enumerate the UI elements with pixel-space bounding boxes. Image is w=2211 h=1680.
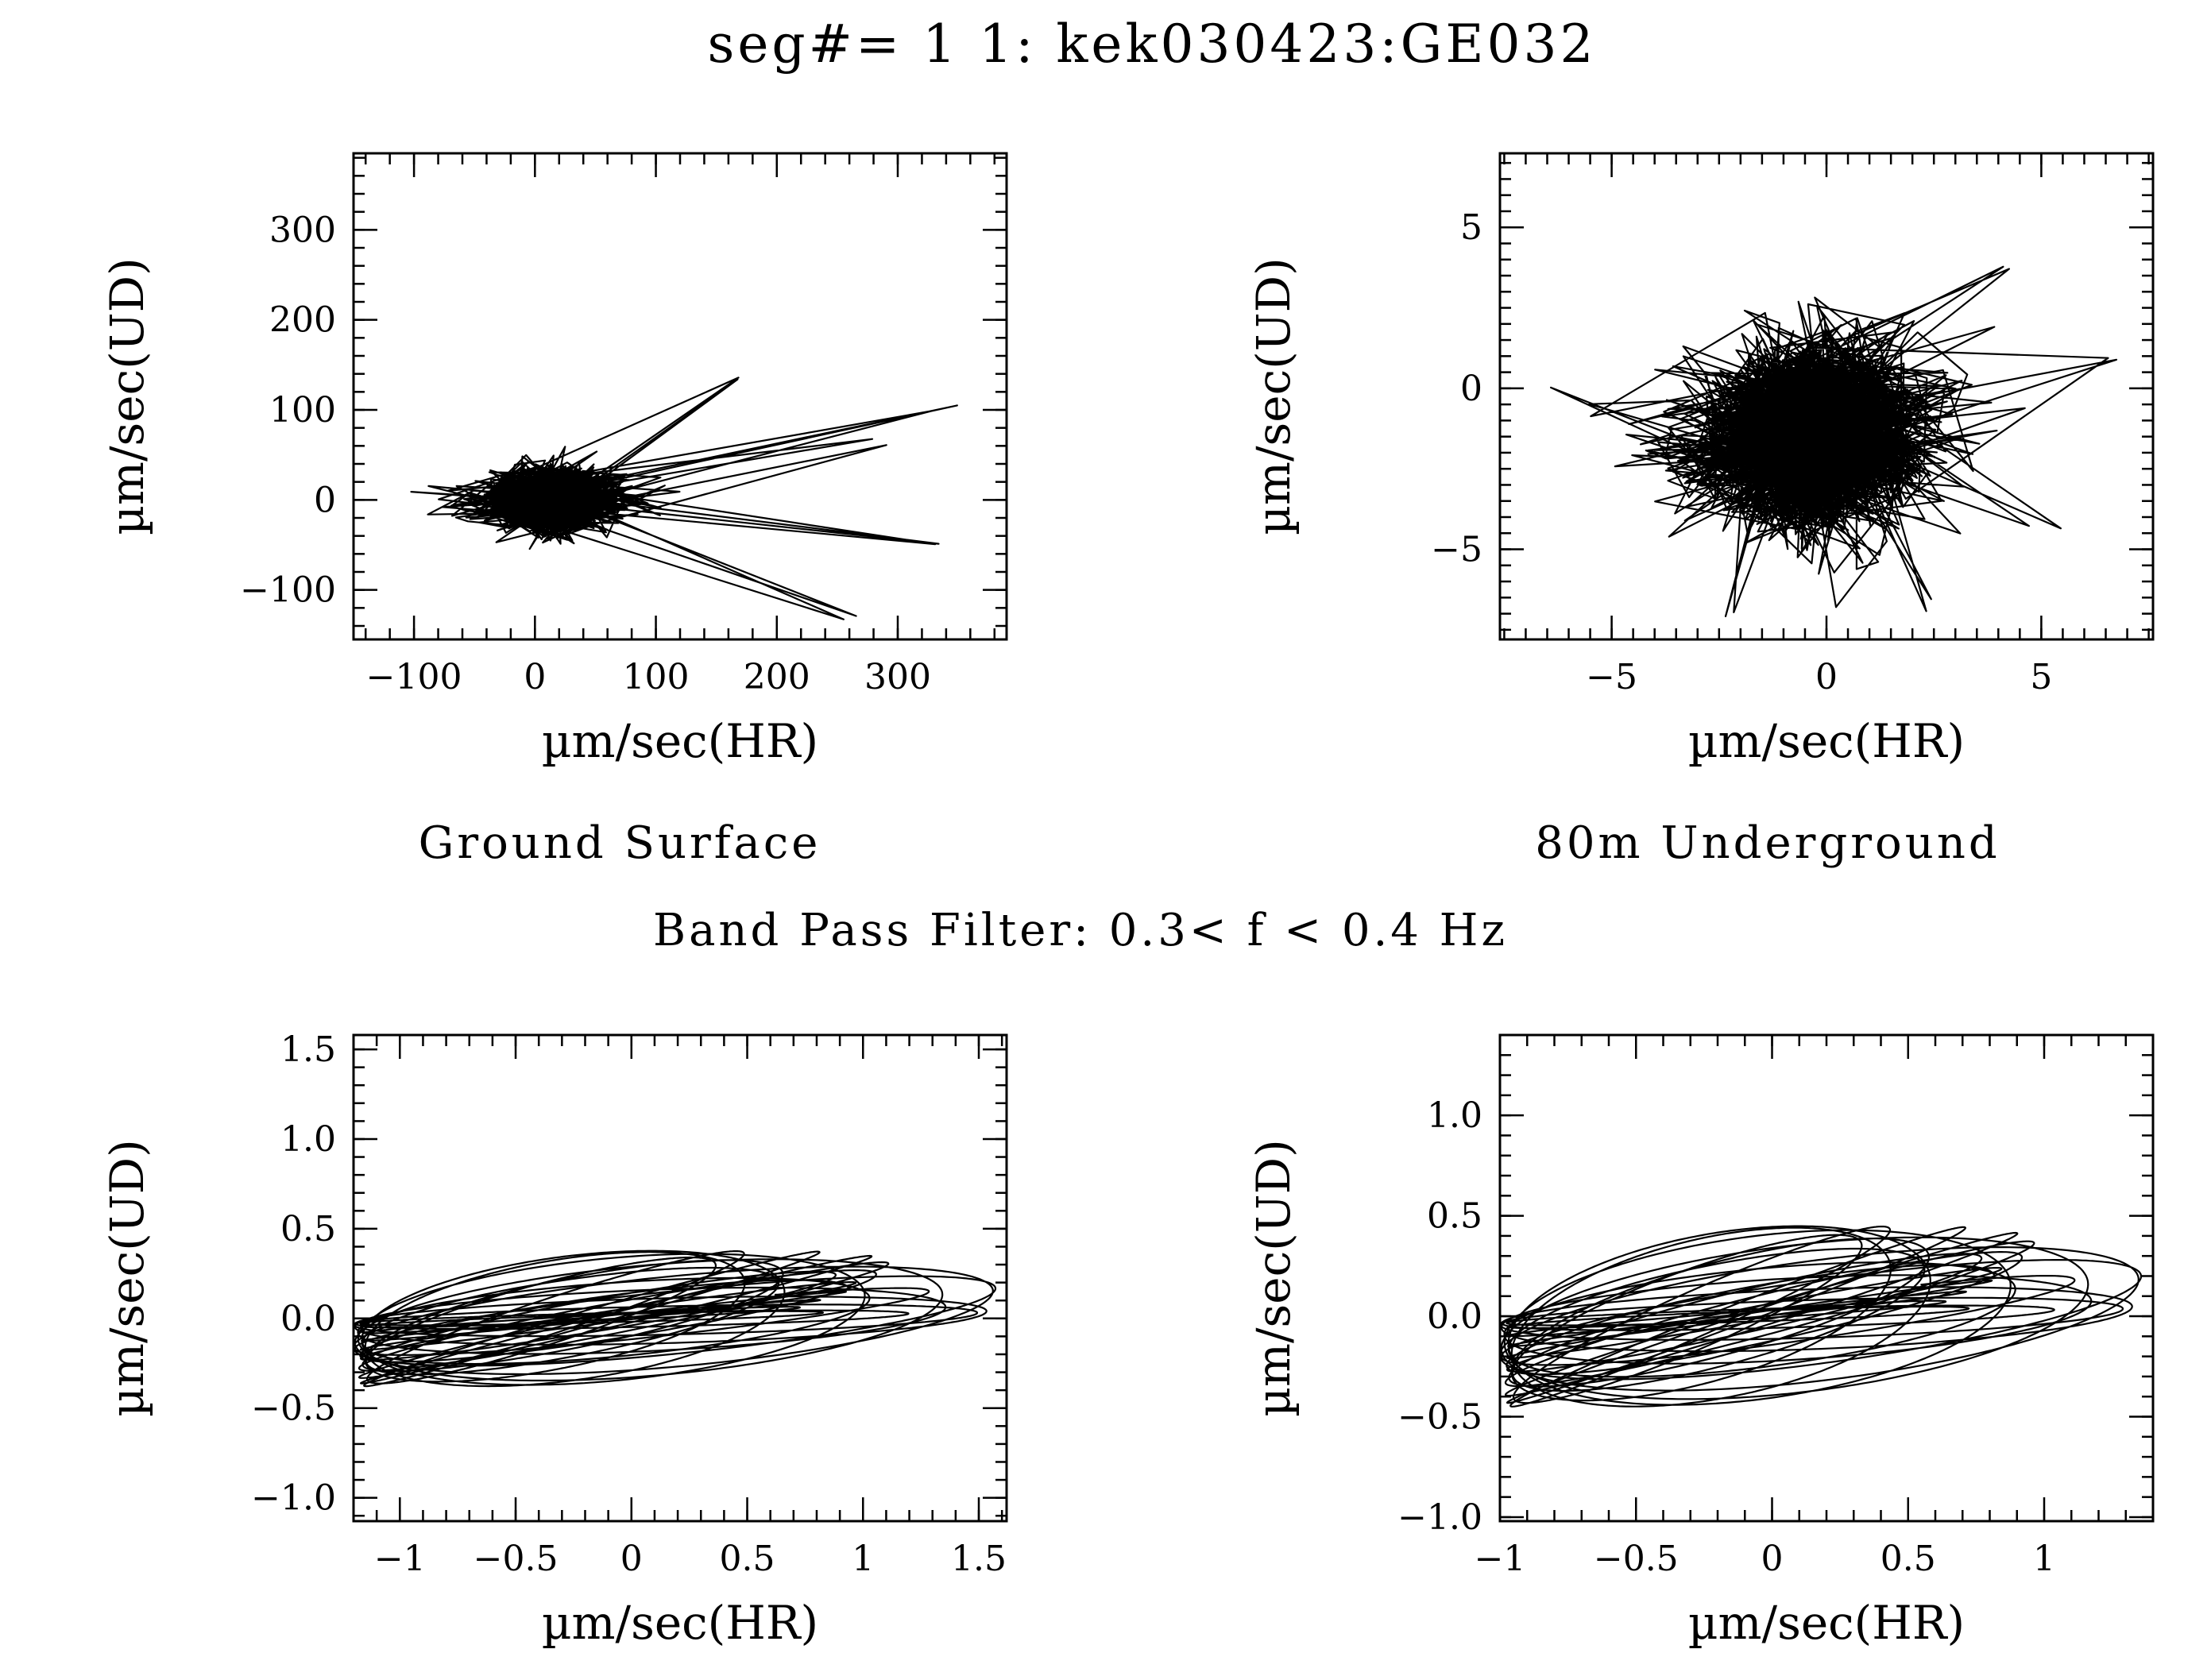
y-axis-label: µm/sec(UD): [1247, 257, 1301, 535]
y-tick-label: 0: [314, 480, 336, 520]
y-tick-label: 1.0: [1427, 1095, 1482, 1136]
panel-bottom-left: −1 −0.5 0 0.5 1 1.5 −1.0 −0.5 0.0 0.5 1.0 1.5 µm/sec…: [100, 1029, 1008, 1650]
x-axis-label: µm/sec(HR): [1688, 714, 1965, 768]
x-tick-label: −5: [1586, 657, 1637, 697]
y-tick-label: 0.0: [1427, 1296, 1482, 1337]
x-tick-label: 1: [852, 1539, 874, 1579]
x-tick-label: 1: [2033, 1539, 2055, 1579]
x-tick-label: 0: [1815, 657, 1838, 697]
x-tick-label: 0.5: [1881, 1539, 1936, 1579]
x-tick-label: −1: [374, 1539, 426, 1579]
x-tick-label: 1.5: [951, 1539, 1007, 1579]
x-tick-label: 200: [744, 657, 810, 697]
x-axis-label: µm/sec(HR): [1688, 1596, 1965, 1650]
plot-frame: [352, 1033, 1008, 1523]
x-tick-label: 100: [623, 657, 690, 697]
y-axis-label: µm/sec(UD): [100, 1139, 154, 1416]
y-tick-label: −5: [1431, 530, 1482, 570]
x-tick-label: 0.5: [720, 1539, 775, 1579]
y-tick-label: 0.5: [1427, 1196, 1482, 1237]
x-tick-label: −0.5: [1594, 1539, 1679, 1579]
y-tick-label: 0.0: [280, 1299, 336, 1339]
y-tick-label: 5: [1460, 207, 1482, 248]
x-tick-label: 300: [864, 657, 931, 697]
y-tick-label: 0: [1460, 369, 1482, 409]
x-tick-label: 5: [2030, 657, 2052, 697]
y-tick-label: 100: [269, 390, 336, 431]
y-tick-label: −0.5: [251, 1388, 336, 1429]
panel-top-right: −5 0 5 −5 0 5 µm/sec(HR) µm/sec(UD): [1247, 152, 2155, 768]
x-tick-label: −0.5: [474, 1539, 559, 1579]
trajectory-trace: [1500, 1225, 2143, 1408]
y-tick-label: −1.0: [1397, 1497, 1482, 1538]
trajectory-trace: [1550, 265, 2118, 617]
plot-frame: [352, 152, 1008, 641]
x-tick-label: 0: [1761, 1539, 1784, 1579]
y-tick-label: −1.0: [251, 1478, 336, 1519]
x-tick-label: −1: [1475, 1539, 1526, 1579]
figure-title: seg#= 1 1: kek030423:GE032: [707, 14, 1596, 75]
x-tick-label: −100: [366, 657, 462, 697]
caption-80m-underground: 80m Underground: [1535, 817, 2000, 869]
caption-band-pass-filter: Band Pass Filter: 0.3< f < 0.4 Hz: [653, 905, 1508, 956]
y-axis-label: µm/sec(UD): [100, 257, 154, 535]
y-axis-label: µm/sec(UD): [1247, 1139, 1301, 1416]
x-tick-label: 0: [620, 1539, 643, 1579]
x-axis-label: µm/sec(HR): [542, 1596, 818, 1650]
y-tick-label: 300: [269, 210, 336, 250]
y-tick-label: 0.5: [280, 1209, 336, 1249]
panel-bottom-right: −1 −0.5 0 0.5 1 −1.0 −0.5 0.0 0.5 1.0 µm/sec(HR) µm…: [1247, 1033, 2155, 1650]
y-tick-label: 200: [269, 300, 336, 341]
y-tick-label: 1.0: [280, 1119, 336, 1160]
x-axis-label: µm/sec(HR): [542, 714, 818, 768]
y-tick-label: −100: [240, 570, 336, 611]
trajectory-trace: [354, 1249, 997, 1388]
y-tick-label: 1.5: [280, 1029, 336, 1070]
panel-top-left: −100 0 100 200 300 −100 0 100 200 300 µm/sec(HR) µm…: [100, 152, 1008, 768]
trajectory-trace: [410, 377, 958, 620]
y-tick-label: −0.5: [1397, 1396, 1482, 1437]
x-tick-label: 0: [524, 657, 546, 697]
caption-ground-surface: Ground Surface: [419, 817, 821, 869]
